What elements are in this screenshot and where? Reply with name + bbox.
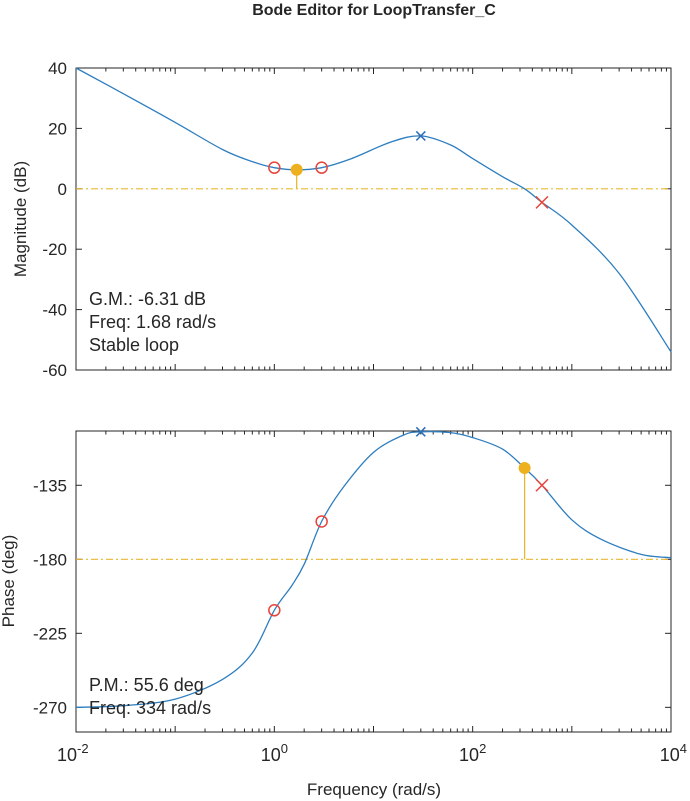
magnitude-curve xyxy=(75,67,672,353)
frequency-x-label: Frequency (rad/s) xyxy=(307,780,441,799)
x-tick-label: 10-2 xyxy=(57,741,89,765)
gain-margin-freq-text: Freq: 1.68 rad/s xyxy=(89,312,216,332)
phase-margin-text: P.M.: 55.6 deg xyxy=(89,675,204,695)
phase-curve xyxy=(75,430,672,708)
phase-margin-marker[interactable] xyxy=(518,462,531,475)
y-tick-label: -20 xyxy=(42,240,67,259)
frequency-x-ticks: 10-2 100 102 104 xyxy=(57,741,687,765)
gain-margin-marker[interactable] xyxy=(290,163,303,176)
y-tick-label: 40 xyxy=(48,59,67,78)
y-tick-label: -270 xyxy=(33,698,67,717)
compensator-zero-marker[interactable] xyxy=(268,161,281,174)
compensator-zero-marker[interactable] xyxy=(315,515,328,528)
phase-minor-ticks xyxy=(105,431,667,732)
phase-y-label: Phase (deg) xyxy=(0,535,18,628)
magnitude-panel: 40 20 0 -20 -40 -60 Magnitude (dB) G.M.: -6.3… xyxy=(11,59,672,380)
pole-stroke xyxy=(535,478,549,492)
compensator-pole-marker[interactable] xyxy=(415,426,426,437)
pole-stroke xyxy=(415,130,426,141)
x-tick-label: 104 xyxy=(660,741,687,765)
y-tick-label: -225 xyxy=(33,624,67,643)
y-tick-label: -180 xyxy=(33,550,67,569)
y-tick-label: -40 xyxy=(42,301,67,320)
figure-title: Bode Editor for LoopTransfer_C xyxy=(252,2,496,19)
magnitude-y-ticks: 40 20 0 -20 -40 -60 xyxy=(42,59,671,380)
pole-stroke xyxy=(415,426,426,437)
x-tick-label: 102 xyxy=(459,741,486,765)
y-tick-label: -135 xyxy=(33,476,67,495)
compensator-zero-marker[interactable] xyxy=(268,604,281,617)
compensator-pole-marker[interactable] xyxy=(535,195,549,209)
y-tick-label: 0 xyxy=(58,180,67,199)
compensator-pole-marker[interactable] xyxy=(415,130,426,141)
magnitude-y-label: Magnitude (dB) xyxy=(11,161,30,277)
y-tick-label: -60 xyxy=(42,361,67,380)
stability-text: Stable loop xyxy=(89,335,179,355)
compensator-zero-marker[interactable] xyxy=(315,161,328,174)
magnitude-minor-ticks xyxy=(105,68,667,370)
phase-panel: -135 -180 -225 -270 Phase (deg) P.M.: 55.6 … xyxy=(0,426,687,799)
x-tick-label: 100 xyxy=(261,741,288,765)
y-tick-label: 20 xyxy=(48,119,67,138)
phase-margin-freq-text: Freq: 334 rad/s xyxy=(89,698,211,718)
gain-margin-text: G.M.: -6.31 dB xyxy=(89,289,206,309)
compensator-pole-marker[interactable] xyxy=(535,478,549,492)
pole-stroke xyxy=(535,195,549,209)
